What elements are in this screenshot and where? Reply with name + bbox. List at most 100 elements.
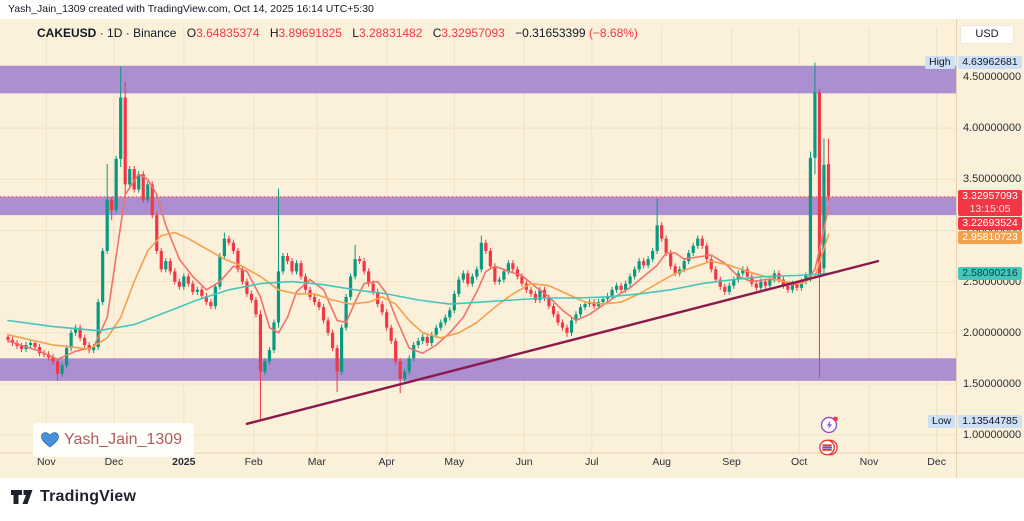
candle-body[interactable] <box>367 271 371 284</box>
candle-body[interactable] <box>551 306 556 315</box>
candle-body[interactable] <box>592 302 596 307</box>
candle-body[interactable] <box>646 259 650 266</box>
candle-body[interactable] <box>443 317 447 323</box>
candle-body[interactable] <box>227 238 231 243</box>
candle-body[interactable] <box>65 348 69 366</box>
time-tick-label[interactable]: May <box>444 456 465 468</box>
candle-body[interactable] <box>763 281 767 286</box>
candle-body[interactable] <box>380 304 384 313</box>
candle-body[interactable] <box>822 164 826 269</box>
candle-body[interactable] <box>484 242 488 251</box>
candle-body[interactable] <box>191 283 195 292</box>
candle-body[interactable] <box>164 261 168 270</box>
candle-body[interactable] <box>466 273 470 284</box>
candle-body[interactable] <box>718 279 722 287</box>
candle-body[interactable] <box>727 285 731 292</box>
candle-body[interactable] <box>826 164 831 197</box>
candle-body[interactable] <box>470 276 474 284</box>
candle-body[interactable] <box>497 279 501 282</box>
candle-body[interactable] <box>515 269 520 277</box>
candle-body[interactable] <box>493 266 497 282</box>
candle-body[interactable] <box>637 261 641 270</box>
candle-body[interactable] <box>28 342 33 346</box>
candle-body[interactable] <box>394 340 398 362</box>
candle-body[interactable] <box>511 263 515 270</box>
price-zone-band[interactable] <box>0 65 956 94</box>
candle-body[interactable] <box>673 266 677 274</box>
candle-body[interactable] <box>33 342 37 348</box>
candle-body[interactable] <box>768 279 772 286</box>
candle-body[interactable] <box>488 250 492 267</box>
candle-body[interactable] <box>696 238 700 246</box>
candle-body[interactable] <box>371 283 375 292</box>
candle-body[interactable] <box>263 361 267 372</box>
candle-body[interactable] <box>209 302 213 307</box>
candle-body[interactable] <box>642 261 646 266</box>
time-tick-label[interactable]: Mar <box>307 456 326 468</box>
candle-body[interactable] <box>687 252 691 262</box>
candle-body[interactable] <box>808 157 813 277</box>
candle-body[interactable] <box>529 289 533 294</box>
candle-body[interactable] <box>439 322 443 328</box>
candle-body[interactable] <box>353 259 357 277</box>
candle-body[interactable] <box>556 314 560 323</box>
candle-body[interactable] <box>520 276 524 284</box>
candle-body[interactable] <box>714 269 718 280</box>
symbol-name[interactable]: CAKEUSD <box>37 26 97 40</box>
candle-body[interactable] <box>358 259 362 262</box>
price-zone-band[interactable] <box>0 358 956 381</box>
time-tick-label[interactable]: 2025 <box>172 456 196 468</box>
candle-body[interactable] <box>294 263 299 272</box>
candle-body[interactable] <box>69 332 73 349</box>
candle-body[interactable] <box>123 97 127 185</box>
time-tick-label[interactable]: Dec <box>104 456 124 468</box>
candle-body[interactable] <box>236 250 240 270</box>
candle-body[interactable] <box>759 281 763 288</box>
candle-body[interactable] <box>281 256 285 272</box>
candle-body[interactable] <box>51 357 55 362</box>
candle-body[interactable] <box>150 184 154 216</box>
candle-body[interactable] <box>623 283 628 290</box>
currency-usd-button[interactable]: USD <box>960 25 1014 44</box>
time-tick-label[interactable]: Jul <box>585 456 599 468</box>
timeframe[interactable]: 1D <box>107 26 123 40</box>
candle-body[interactable] <box>619 285 623 290</box>
candle-body[interactable] <box>750 276 754 284</box>
tradingview-brand[interactable]: TradingView <box>10 487 136 507</box>
candle-body[interactable] <box>682 261 686 270</box>
candle-body[interactable] <box>276 271 281 323</box>
candle-body[interactable] <box>709 259 713 270</box>
candle-body[interactable] <box>669 252 673 267</box>
candle-body[interactable] <box>330 332 335 349</box>
candle-body[interactable] <box>119 97 123 159</box>
candle-body[interactable] <box>96 302 100 348</box>
time-tick-label[interactable]: Nov <box>36 456 56 468</box>
candle-body[interactable] <box>574 314 578 321</box>
candle-body[interactable] <box>299 263 303 277</box>
candle-body[interactable] <box>475 269 479 277</box>
candle-body[interactable] <box>19 346 24 350</box>
price-scale[interactable]: USD 4.500000004.000000003.500000003.0000… <box>956 19 1024 478</box>
candle-body[interactable] <box>55 361 60 374</box>
candle-body[interactable] <box>813 92 817 158</box>
price-zone-band[interactable] <box>0 196 956 216</box>
candle-body[interactable] <box>691 245 695 253</box>
candle-body[interactable] <box>448 310 452 318</box>
time-tick-label[interactable]: Aug <box>652 456 671 468</box>
candle-body[interactable] <box>213 286 217 307</box>
candle-body[interactable] <box>6 336 10 340</box>
candle-body[interactable] <box>101 250 105 303</box>
candle-body[interactable] <box>398 361 402 379</box>
time-tick-label[interactable]: Oct <box>790 456 808 468</box>
candle-body[interactable] <box>231 242 235 251</box>
candle-body[interactable] <box>267 350 272 362</box>
candle-body[interactable] <box>385 312 389 328</box>
candle-body[interactable] <box>204 295 208 303</box>
candle-body[interactable] <box>146 184 150 200</box>
candle-body[interactable] <box>168 261 172 272</box>
time-tick-label[interactable]: Apr <box>378 456 395 468</box>
candle-body[interactable] <box>506 263 510 272</box>
candle-body[interactable] <box>790 283 794 290</box>
candle-body[interactable] <box>421 336 425 341</box>
candle-body[interactable] <box>245 281 249 294</box>
